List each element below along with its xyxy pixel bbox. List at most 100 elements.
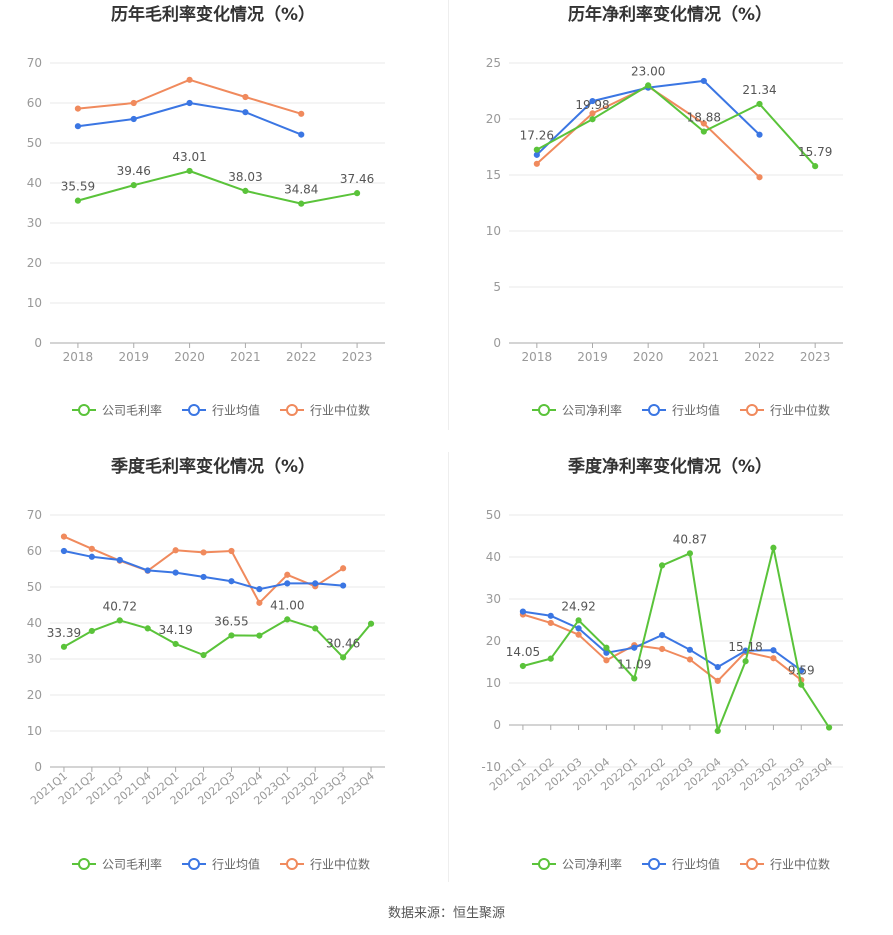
data-point <box>547 655 554 662</box>
y-tick-label: 10 <box>486 224 501 238</box>
data-point <box>714 677 721 685</box>
data-point <box>658 632 666 639</box>
legend-swatch-marker <box>648 404 660 416</box>
data-point <box>547 612 554 619</box>
legend-label: 行业中位数 <box>310 857 370 872</box>
data-label: 36.55 <box>214 614 248 628</box>
chart-4: 季度净利率变化情况（%）-10010203040502021Q12021Q220… <box>481 456 843 872</box>
data-point <box>603 657 610 664</box>
data-point <box>700 128 707 135</box>
x-tick-label: 2021 <box>689 350 720 364</box>
data-point <box>603 644 610 651</box>
data-point <box>340 582 347 589</box>
data-point <box>200 549 207 556</box>
chart-title: 季度净利率变化情况（%） <box>568 456 772 477</box>
data-point <box>186 167 193 175</box>
data-point <box>74 105 82 112</box>
data-point <box>589 97 596 105</box>
legend-label: 公司毛利率 <box>102 403 162 418</box>
y-tick-label: 10 <box>27 724 42 738</box>
data-point <box>631 675 638 682</box>
y-tick-label: 50 <box>486 508 501 522</box>
y-tick-label: 0 <box>493 336 501 350</box>
data-point <box>589 110 596 117</box>
data-point <box>714 663 721 671</box>
chart-2: 历年净利率变化情况（%） 0 5 10 15 20 25 2018 2019 2020 2021 20… <box>486 4 843 418</box>
series-line <box>77 102 302 136</box>
series-line <box>536 84 816 167</box>
data-label: 30.46 <box>326 636 360 650</box>
legend-item: 公司毛利率 <box>72 857 162 872</box>
data-point <box>172 547 179 554</box>
legend-item: 公司净利率 <box>532 403 622 418</box>
data-label: 41.00 <box>270 598 304 612</box>
data-point <box>116 556 123 564</box>
data-point <box>547 619 554 627</box>
data-point <box>228 547 235 555</box>
data-point <box>686 656 694 663</box>
data-point <box>256 599 263 606</box>
data-point <box>519 662 527 670</box>
data-point <box>60 547 68 555</box>
data-point <box>533 146 540 153</box>
x-tick-label: 2020 <box>633 350 664 364</box>
data-label: 34.19 <box>158 623 192 637</box>
data-point <box>298 200 305 207</box>
legend-swatch-marker <box>746 404 758 416</box>
legend-item: 行业均值 <box>642 857 720 872</box>
data-point <box>340 565 347 572</box>
legend-label: 公司净利率 <box>562 403 622 418</box>
y-tick-label: 20 <box>486 634 501 648</box>
legend-swatch-marker <box>78 404 90 416</box>
data-label: 35.59 <box>61 180 95 194</box>
series-line <box>77 78 302 115</box>
data-point <box>284 616 291 623</box>
data-label: 18.88 <box>687 111 721 125</box>
data-point <box>575 625 582 632</box>
x-tick-label: 2020 <box>174 350 205 364</box>
y-tick-label: 40 <box>27 176 42 190</box>
data-label: 24.92 <box>561 599 595 613</box>
data-point <box>756 131 763 138</box>
data-point <box>88 545 95 552</box>
data-point <box>186 76 193 83</box>
legend-label: 公司毛利率 <box>102 857 162 872</box>
legend-label: 行业中位数 <box>770 857 830 872</box>
data-point <box>172 640 179 648</box>
x-tick-label: 2023 <box>342 350 373 364</box>
data-point <box>798 681 805 688</box>
data-point <box>825 724 833 731</box>
chart-3: 季度毛利率变化情况（%）0102030405060702021Q12021Q22… <box>27 456 385 872</box>
x-tick-label: 2019 <box>577 350 608 364</box>
data-point <box>686 550 694 557</box>
x-tick-label: 2018 <box>63 350 94 364</box>
x-tick-label: 2018 <box>522 350 553 364</box>
y-tick-label: 60 <box>27 544 42 558</box>
data-point <box>770 544 777 551</box>
data-point <box>144 625 151 632</box>
data-point <box>186 99 193 107</box>
data-label: 33.39 <box>47 626 81 640</box>
data-label: 19.98 <box>575 98 609 112</box>
data-point <box>88 553 95 560</box>
data-point <box>242 187 249 194</box>
legend-item: 行业中位数 <box>280 857 370 872</box>
legend-swatch-marker <box>78 858 90 870</box>
legend-swatch-marker <box>648 858 660 870</box>
x-tick-label: 2022 <box>744 350 775 364</box>
data-point <box>256 632 263 639</box>
series-line <box>77 170 358 205</box>
data-point <box>575 631 582 638</box>
y-tick-label: 0 <box>34 336 42 350</box>
data-point <box>756 100 763 108</box>
data-point <box>242 93 249 101</box>
legend-swatch-marker <box>538 404 550 416</box>
y-tick-label: 30 <box>486 592 501 606</box>
data-point <box>312 625 319 632</box>
x-tick-label: 2019 <box>118 350 149 364</box>
data-label: 43.01 <box>172 150 206 164</box>
data-point <box>756 174 763 181</box>
data-label: 40.72 <box>103 599 137 613</box>
y-tick-label: 10 <box>27 296 42 310</box>
